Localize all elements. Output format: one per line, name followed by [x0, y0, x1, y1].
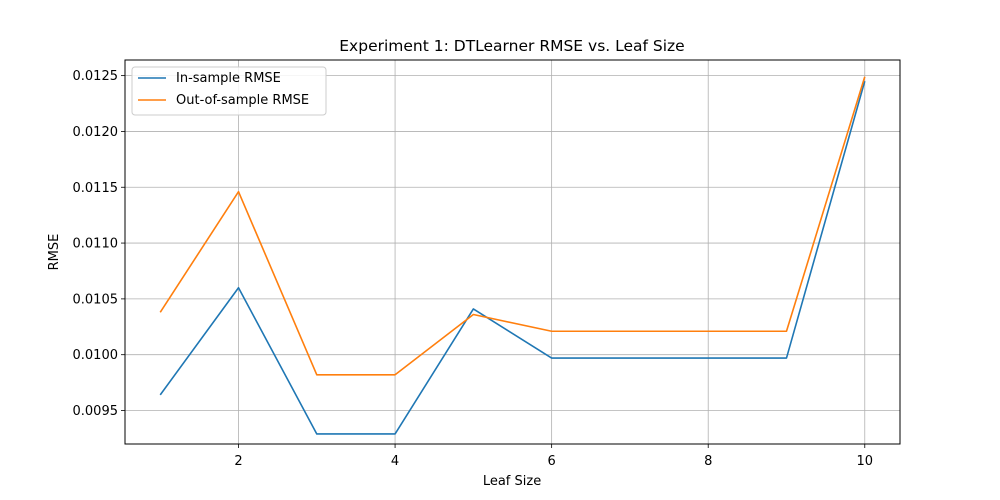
grid	[125, 60, 900, 444]
y-tick-label: 0.0125	[73, 69, 119, 84]
legend-label-out-of-sample: Out-of-sample RMSE	[176, 93, 309, 108]
x-tick-label: 4	[391, 454, 399, 469]
x-tick-label: 2	[234, 454, 242, 469]
x-tick-label: 10	[856, 454, 873, 469]
y-tick-label: 0.0115	[73, 181, 119, 196]
x-axis-label: Leaf Size	[483, 474, 541, 489]
x-tick-label: 6	[548, 454, 556, 469]
legend-label-in-sample: In-sample RMSE	[176, 71, 281, 86]
series-lines	[159, 76, 866, 435]
axis-ticks: 2 4 6 8 10 0.0095 0.0100 0.0105 0.0110 0.0115 0.01…	[73, 69, 874, 469]
x-tick-label: 8	[704, 454, 712, 469]
legend: In-sample RMSE Out-of-sample RMSE	[131, 66, 327, 116]
y-tick-label: 0.0105	[73, 292, 119, 307]
out-of-sample-rmse-line	[159, 76, 866, 376]
plot-frame	[124, 59, 901, 445]
y-tick-label: 0.0110	[73, 237, 119, 252]
y-tick-label: 0.0120	[73, 125, 119, 140]
y-tick-label: 0.0100	[73, 348, 119, 363]
y-tick-label: 0.0095	[73, 404, 119, 419]
legend-box	[131, 66, 327, 116]
y-axis-label: RMSE	[47, 234, 62, 271]
in-sample-rmse-line	[159, 80, 866, 435]
chart-title: Experiment 1: DTLearner RMSE vs. Leaf Si…	[339, 37, 684, 55]
